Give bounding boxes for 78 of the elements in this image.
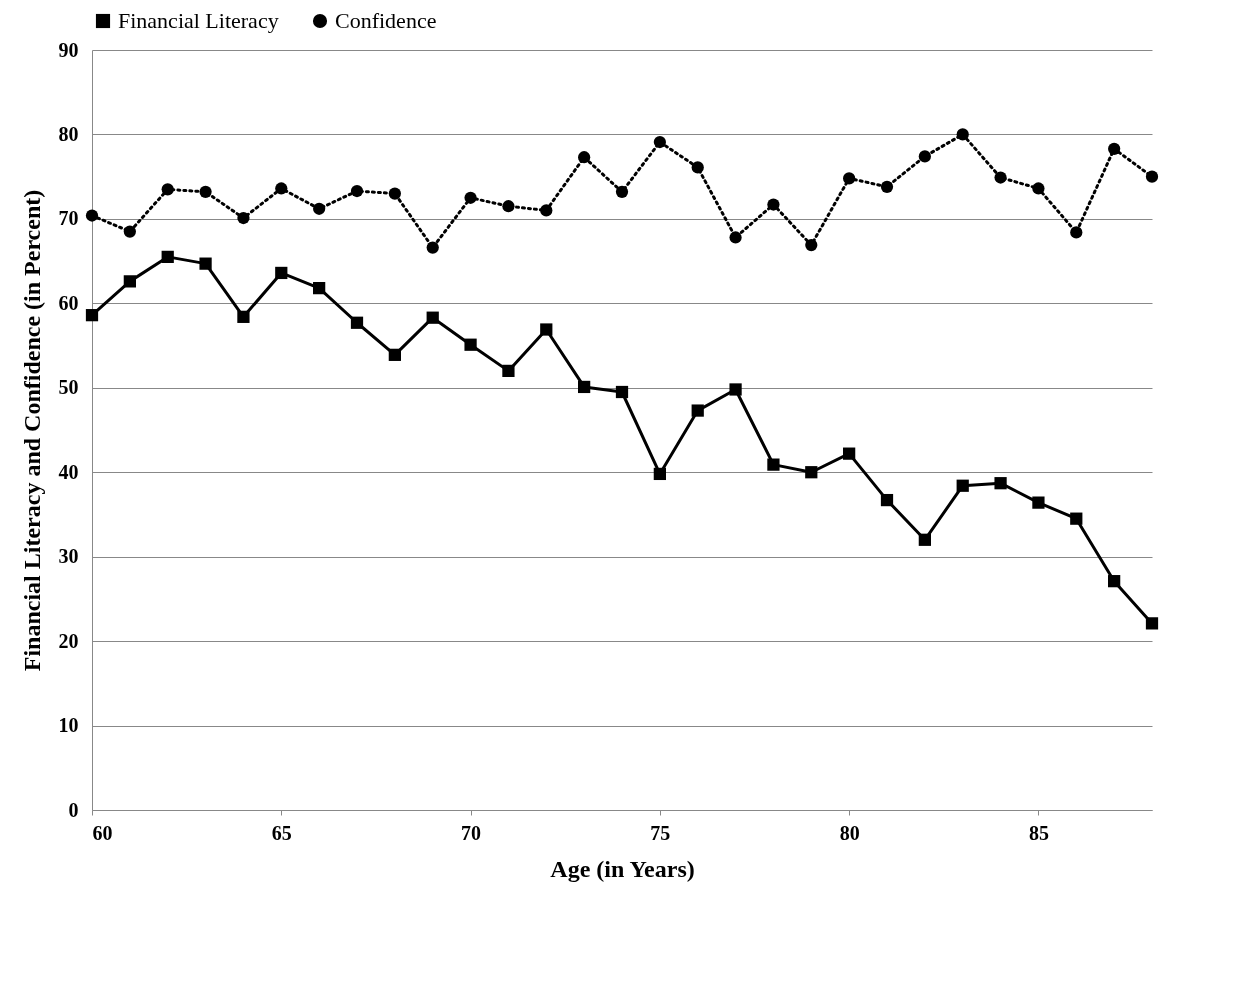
y-tick-label: 20 bbox=[58, 629, 79, 652]
point bbox=[578, 151, 591, 164]
y-tick-label: 10 bbox=[58, 714, 79, 737]
point bbox=[729, 383, 742, 396]
point bbox=[388, 348, 401, 361]
point bbox=[1145, 170, 1159, 183]
point bbox=[313, 202, 326, 215]
point bbox=[1070, 512, 1083, 525]
point bbox=[994, 171, 1007, 184]
point bbox=[161, 183, 174, 196]
x-tick-label: 70 bbox=[461, 821, 482, 844]
point bbox=[1108, 575, 1121, 588]
y-axis-title: Financial Literacy and Confidence (in Percent) bbox=[18, 189, 45, 672]
point bbox=[880, 180, 894, 193]
point bbox=[956, 479, 969, 492]
point bbox=[843, 447, 856, 460]
x-axis-title: Age (in Years) bbox=[550, 855, 695, 882]
point bbox=[615, 385, 629, 399]
point bbox=[615, 185, 629, 198]
point bbox=[880, 493, 894, 507]
point bbox=[805, 466, 818, 479]
y-tick-label: 90 bbox=[58, 38, 79, 61]
y-tick-label: 30 bbox=[58, 545, 79, 568]
x-tick-label: 75 bbox=[650, 821, 671, 844]
point bbox=[350, 184, 364, 198]
point bbox=[918, 150, 931, 163]
point bbox=[388, 187, 401, 200]
point bbox=[653, 467, 666, 481]
point bbox=[767, 458, 780, 471]
point bbox=[540, 323, 553, 336]
point bbox=[767, 198, 780, 211]
point bbox=[502, 364, 515, 378]
x-tick-label: 60 bbox=[92, 821, 113, 844]
point bbox=[956, 128, 969, 141]
y-tick-label: 0 bbox=[68, 798, 79, 821]
legend-label: Financial Literacy bbox=[118, 8, 279, 33]
legend-label: Confidence bbox=[335, 8, 437, 33]
point bbox=[275, 182, 288, 195]
point bbox=[426, 241, 439, 254]
point bbox=[123, 275, 136, 288]
point bbox=[464, 338, 477, 351]
point bbox=[540, 204, 553, 217]
point bbox=[85, 209, 99, 222]
point bbox=[578, 380, 591, 394]
point bbox=[1070, 226, 1083, 239]
point bbox=[843, 172, 856, 185]
x-tick-label: 65 bbox=[271, 821, 292, 844]
y-tick-label: 50 bbox=[58, 376, 79, 399]
point bbox=[918, 533, 931, 546]
point bbox=[85, 309, 99, 322]
point bbox=[805, 238, 818, 252]
y-tick-label: 70 bbox=[58, 207, 79, 230]
point bbox=[426, 311, 439, 324]
point bbox=[237, 211, 250, 225]
point bbox=[1108, 142, 1121, 155]
x-tick-label: 85 bbox=[1028, 821, 1049, 844]
point bbox=[653, 135, 666, 149]
point bbox=[502, 200, 515, 213]
y-tick-label: 60 bbox=[58, 291, 79, 314]
y-tick-label: 40 bbox=[58, 460, 79, 483]
point bbox=[691, 404, 704, 417]
point bbox=[275, 266, 288, 280]
point bbox=[1032, 496, 1045, 509]
point bbox=[161, 250, 174, 264]
point bbox=[350, 316, 364, 329]
point bbox=[1032, 182, 1045, 195]
x-tick-label: 80 bbox=[839, 821, 860, 844]
point bbox=[313, 282, 326, 295]
y-tick-label: 80 bbox=[58, 122, 79, 145]
point bbox=[464, 191, 477, 204]
point bbox=[994, 477, 1007, 490]
point bbox=[123, 225, 136, 238]
point bbox=[237, 310, 250, 323]
point bbox=[199, 257, 212, 270]
point bbox=[199, 185, 212, 198]
point bbox=[691, 161, 704, 174]
point bbox=[1145, 617, 1159, 630]
point bbox=[729, 231, 742, 244]
